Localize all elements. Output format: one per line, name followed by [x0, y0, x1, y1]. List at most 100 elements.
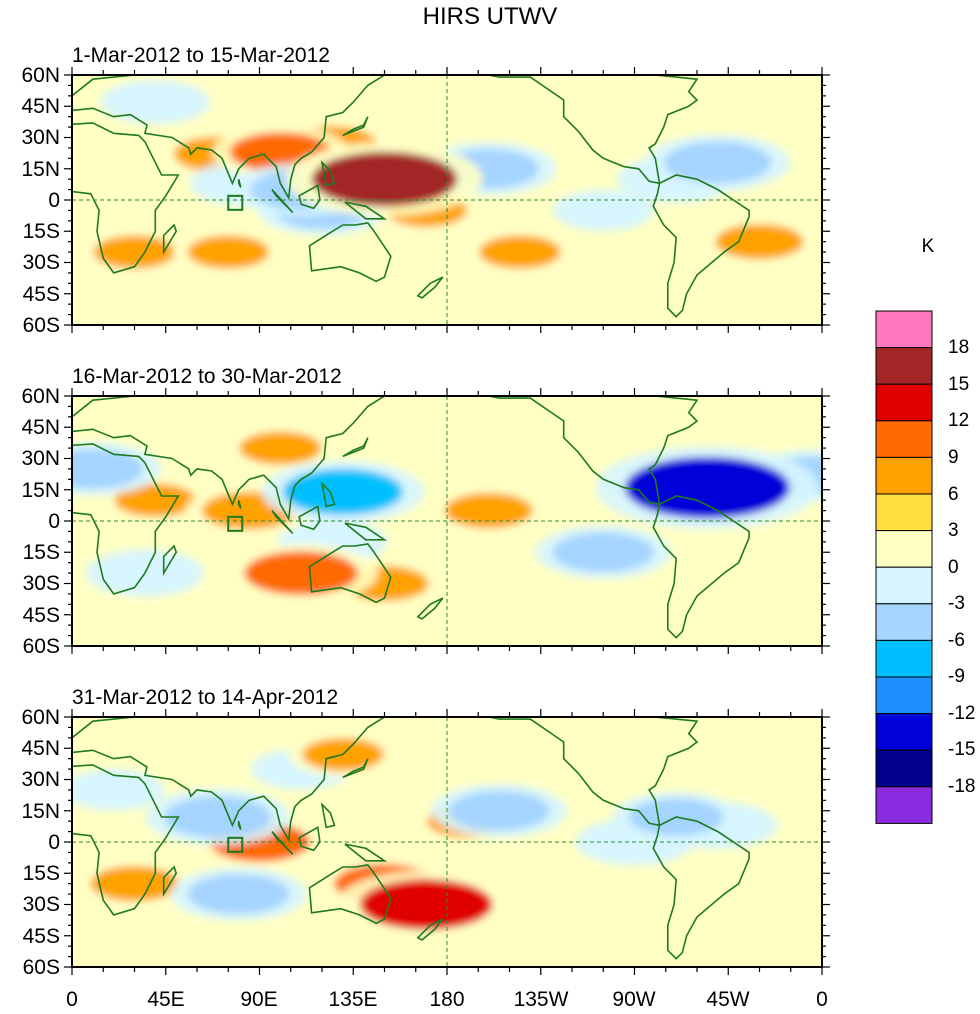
coastline	[652, 174, 750, 318]
anomaly-core	[164, 796, 272, 838]
map-panel: 16-Mar-2012 to 30-Mar-2012 60N 45N 30N 1…	[21, 365, 830, 658]
anomaly-core	[552, 532, 654, 572]
colorbar-box	[875, 310, 933, 349]
colorbar-box	[875, 749, 933, 788]
coastline	[237, 500, 242, 509]
coastline	[72, 443, 180, 595]
coastline	[416, 276, 444, 299]
coastline	[72, 717, 387, 843]
colorbar-label: 3	[948, 520, 959, 541]
y-tick-label: 15S	[23, 541, 60, 564]
colorbar-label: -3	[948, 593, 965, 614]
colorbar-label: 0	[948, 557, 959, 578]
coastline	[72, 75, 387, 201]
coastline	[72, 122, 180, 274]
colorbar-label: -15	[948, 739, 975, 760]
y-tick-label: 15N	[21, 800, 60, 823]
coastline	[488, 717, 699, 827]
colorbar-unit: K	[922, 236, 935, 257]
colorbar-label: -12	[948, 703, 975, 724]
colorbar-box	[875, 456, 933, 495]
coastline	[72, 396, 387, 522]
anomaly-core	[76, 774, 152, 806]
coastline	[308, 543, 392, 604]
coastline	[308, 864, 392, 925]
coastline	[488, 396, 699, 506]
coastline	[320, 160, 336, 187]
colorbar-box	[875, 493, 933, 532]
coastline	[162, 865, 178, 897]
y-tick-label: 60N	[21, 706, 60, 729]
anomaly-core	[282, 468, 403, 515]
colorbar-box	[875, 639, 933, 678]
anomaly-core	[448, 791, 550, 831]
y-tick-label: 60N	[21, 64, 60, 87]
colorbar-box	[875, 676, 933, 715]
y-tick-label: 45N	[21, 416, 60, 439]
x-tick-label: 90W	[612, 988, 655, 1011]
y-tick-label: 15N	[21, 479, 60, 502]
y-tick-label: 15N	[21, 158, 60, 181]
colorbar-box	[875, 603, 933, 641]
coastline	[717, 396, 782, 397]
y-tick-label: 45N	[21, 95, 60, 118]
y-tick-label: 30N	[21, 768, 60, 791]
anomaly-core	[664, 141, 772, 184]
coastline	[320, 481, 336, 508]
coastline	[344, 522, 388, 541]
y-tick-label: 15S	[23, 862, 60, 885]
y-tick-label: 15S	[23, 220, 60, 243]
colorbar-label: 9	[948, 447, 959, 468]
anomaly-core	[239, 431, 322, 465]
colorbar-label: 18	[948, 337, 969, 358]
y-tick-label: 0	[48, 189, 60, 212]
colorbar-label: -18	[948, 776, 975, 797]
anomaly-core	[114, 483, 197, 517]
coastline	[271, 510, 294, 535]
y-tick-label: 45S	[23, 283, 60, 306]
coastline	[416, 597, 444, 620]
reference-box	[227, 194, 244, 211]
anomaly-core	[244, 551, 358, 595]
coastline	[488, 75, 699, 185]
y-tick-label: 0	[48, 510, 60, 533]
y-tick-label: 60S	[23, 956, 60, 979]
panel-title: 31-Mar-2012 to 14-Apr-2012	[72, 686, 338, 709]
colorbar-box	[875, 530, 933, 568]
x-tick-label: 180	[429, 988, 464, 1011]
x-tick-label: 135W	[514, 988, 569, 1011]
y-tick-label: 45N	[21, 737, 60, 760]
y-tick-label: 60S	[23, 635, 60, 658]
coastline	[416, 918, 444, 941]
coastline	[652, 816, 750, 960]
anomaly-core	[715, 224, 804, 260]
coastline	[342, 116, 369, 137]
colorbar-label: 15	[948, 374, 969, 395]
y-tick-label: 30S	[23, 572, 60, 595]
x-tick-label: 90E	[240, 988, 277, 1011]
colorbar: K 18 15 12 9 6 3 0 -3 -6 -9 -12 -15 -18	[875, 236, 975, 824]
y-tick-label: 30S	[23, 893, 60, 916]
coastline	[320, 802, 336, 829]
colorbar-box	[875, 347, 933, 385]
anomaly-core	[90, 866, 179, 902]
anomaly-core	[72, 449, 144, 489]
panel-title: 16-Mar-2012 to 30-Mar-2012	[72, 365, 342, 388]
x-axis: 0 45E 90E 135E 180 135W 90W 45W 0	[66, 988, 828, 1011]
anomaly-core	[188, 874, 290, 914]
coastline	[298, 826, 321, 852]
x-tick-label: 0	[816, 988, 828, 1011]
colorbar-box	[875, 420, 933, 458]
coastline	[162, 223, 178, 255]
colorbar-box	[875, 566, 933, 605]
coastline	[717, 75, 782, 76]
coastline	[342, 758, 369, 779]
colorbar-box	[875, 383, 933, 422]
coastline	[298, 184, 321, 210]
y-tick-label: 45S	[23, 604, 60, 627]
coastline	[162, 544, 178, 576]
anomaly-core	[513, 464, 589, 495]
coastline	[237, 821, 242, 830]
anomaly-core	[359, 879, 493, 930]
